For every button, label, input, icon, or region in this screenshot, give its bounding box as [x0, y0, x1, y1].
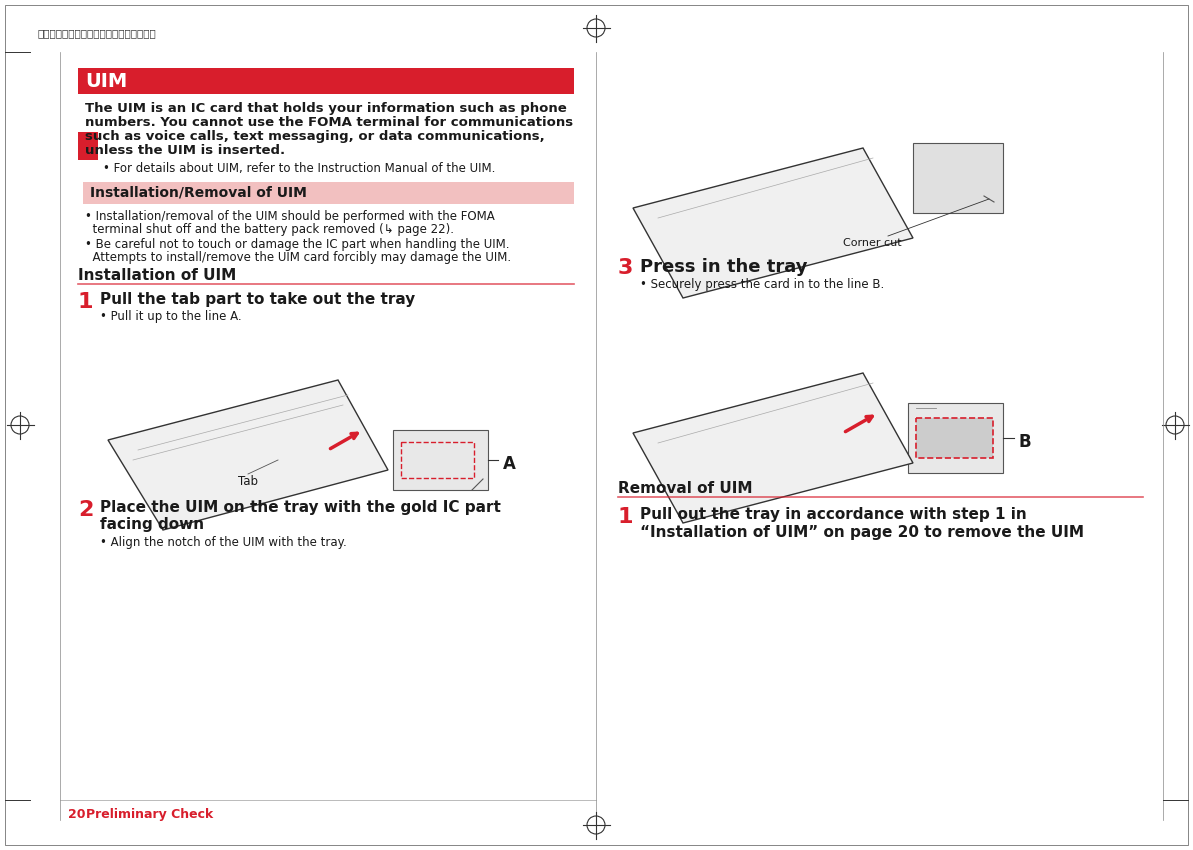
Text: Press in the tray: Press in the tray — [639, 258, 808, 276]
Bar — [78, 132, 98, 160]
Text: • Installation/removal of the UIM should be performed with the FOMA: • Installation/removal of the UIM should… — [85, 210, 495, 223]
Text: Tab: Tab — [237, 475, 258, 488]
Text: Installation of UIM: Installation of UIM — [78, 268, 236, 283]
Bar — [908, 403, 1003, 473]
Text: “Installation of UIM” on page 20 to remove the UIM: “Installation of UIM” on page 20 to remo… — [639, 525, 1084, 540]
Text: 1: 1 — [618, 507, 633, 527]
Text: A: A — [503, 455, 515, 473]
Text: Corner cut: Corner cut — [843, 238, 902, 248]
Text: • For details about UIM, refer to the Instruction Manual of the UIM.: • For details about UIM, refer to the In… — [103, 162, 495, 175]
Text: Pull out the tray in accordance with step 1 in: Pull out the tray in accordance with ste… — [639, 507, 1027, 522]
Bar — [84, 182, 574, 204]
Text: 1: 1 — [78, 292, 93, 312]
Bar — [913, 143, 1003, 213]
Text: Pull the tab part to take out the tray: Pull the tab part to take out the tray — [100, 292, 415, 307]
Text: 2: 2 — [78, 500, 93, 520]
Text: terminal shut off and the battery pack removed (↳ page 22).: terminal shut off and the battery pack r… — [85, 223, 455, 236]
Text: such as voice calls, text messaging, or data communications,: such as voice calls, text messaging, or … — [85, 130, 545, 143]
Text: UIM: UIM — [85, 72, 128, 91]
Text: • Align the notch of the UIM with the tray.: • Align the notch of the UIM with the tr… — [100, 536, 347, 549]
Polygon shape — [109, 380, 388, 530]
Text: facing down: facing down — [100, 517, 204, 532]
Text: Preliminary Check: Preliminary Check — [86, 808, 214, 821]
Text: • Securely press the card in to the line B.: • Securely press the card in to the line… — [639, 278, 884, 291]
Text: Removal of UIM: Removal of UIM — [618, 481, 753, 496]
Text: unless the UIM is inserted.: unless the UIM is inserted. — [85, 144, 285, 157]
Text: • Be careful not to touch or damage the IC part when handling the UIM.: • Be careful not to touch or damage the … — [85, 238, 509, 251]
Text: • Pull it up to the line A.: • Pull it up to the line A. — [100, 310, 242, 323]
Text: 3: 3 — [618, 258, 633, 278]
Text: Place the UIM on the tray with the gold IC part: Place the UIM on the tray with the gold … — [100, 500, 501, 515]
Bar — [401, 442, 474, 478]
Polygon shape — [633, 373, 913, 523]
Text: numbers. You cannot use the FOMA terminal for communications: numbers. You cannot use the FOMA termina… — [85, 116, 573, 129]
Text: 20: 20 — [68, 808, 86, 821]
Text: Attempts to install/remove the UIM card forcibly may damage the UIM.: Attempts to install/remove the UIM card … — [85, 251, 511, 264]
Text: The UIM is an IC card that holds your information such as phone: The UIM is an IC card that holds your in… — [85, 102, 567, 115]
Bar — [392, 430, 488, 490]
Bar — [916, 418, 993, 458]
Polygon shape — [633, 148, 913, 298]
Text: ２０１１年５月１２日　午後１０時３４分: ２０１１年５月１２日 午後１０時３４分 — [38, 28, 156, 38]
Text: B: B — [1018, 433, 1031, 451]
Text: Installation/Removal of UIM: Installation/Removal of UIM — [89, 185, 307, 199]
Bar — [78, 68, 574, 94]
